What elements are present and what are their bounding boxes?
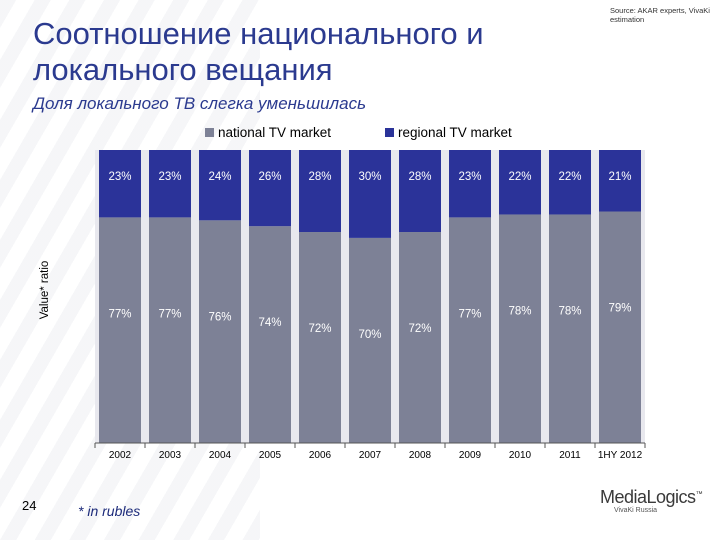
- x-tick-label: 2008: [409, 450, 432, 461]
- x-tick-label: 2004: [209, 450, 232, 461]
- data-label-national: 79%: [608, 303, 631, 315]
- data-label-regional: 28%: [408, 171, 431, 183]
- bar-regional: [249, 150, 291, 227]
- logo-text: MediaLogics: [600, 487, 696, 507]
- data-label-regional: 23%: [108, 171, 131, 183]
- data-label-regional: 28%: [308, 171, 331, 183]
- bar-regional: [599, 150, 641, 212]
- data-label-national: 77%: [458, 308, 481, 320]
- data-label-national: 72%: [408, 323, 431, 335]
- data-label-regional: 23%: [158, 171, 181, 183]
- data-label-national: 72%: [308, 323, 331, 335]
- bar-national: [549, 214, 591, 443]
- x-tick-label: 2002: [109, 450, 132, 461]
- company-logo: MediaLogics™ VivaKi Russia: [600, 487, 710, 514]
- page-number: 24: [22, 498, 37, 513]
- legend-label-national: national TV market: [218, 125, 332, 140]
- data-label-national: 77%: [158, 308, 181, 320]
- data-label-regional: 22%: [508, 171, 531, 183]
- logo-subtitle: VivaKi Russia: [614, 507, 658, 514]
- bar-national: [449, 217, 491, 443]
- x-tick-label: 2009: [459, 450, 482, 461]
- data-label-national: 74%: [258, 317, 281, 329]
- data-label-national: 78%: [508, 305, 531, 317]
- data-label-regional: 26%: [258, 171, 281, 183]
- data-label-national: 78%: [558, 305, 581, 317]
- logo-tm: ™: [695, 491, 703, 498]
- legend-swatch-national: [205, 128, 214, 137]
- bar-regional: [199, 150, 241, 221]
- bar-regional: [399, 150, 441, 233]
- x-tick-label: 2005: [259, 450, 282, 461]
- bar-national: [399, 232, 441, 443]
- bar-regional: [99, 150, 141, 218]
- legend-swatch-regional: [385, 128, 394, 137]
- bar-national: [99, 217, 141, 443]
- page-title: Соотношение национального и локального в…: [33, 16, 484, 87]
- bar-regional: [349, 150, 391, 238]
- bar-national: [299, 232, 341, 443]
- bar-national: [599, 211, 641, 443]
- data-label-regional: 22%: [558, 171, 581, 183]
- bar-national: [249, 226, 291, 443]
- bar-national: [149, 217, 191, 443]
- data-label-regional: 30%: [358, 171, 381, 183]
- x-tick-label: 2010: [509, 450, 532, 461]
- data-label-regional: 21%: [608, 171, 631, 183]
- bar-regional: [149, 150, 191, 218]
- data-label-regional: 23%: [458, 171, 481, 183]
- logo-wordmark: MediaLogics™: [600, 487, 710, 508]
- x-tick-label: 1HY 2012: [598, 450, 643, 461]
- x-tick-label: 2003: [159, 450, 182, 461]
- data-label-regional: 24%: [208, 171, 231, 183]
- bar-regional: [299, 150, 341, 233]
- x-tick-label: 2011: [559, 450, 581, 461]
- bar-regional: [549, 150, 591, 215]
- data-label-national: 70%: [358, 329, 381, 341]
- page-subtitle: Доля локального ТВ слегка уменьшилась: [33, 94, 367, 113]
- bar-national: [499, 214, 541, 443]
- x-tick-label: 2006: [309, 450, 332, 461]
- legend-item-national: national TV market: [205, 125, 331, 140]
- data-label-national: 77%: [108, 308, 131, 320]
- x-tick-label: 2007: [359, 450, 382, 461]
- footnote: * in rubles: [78, 503, 141, 519]
- source-note: Source: AKAR experts, VivaKi estimation: [610, 6, 710, 24]
- bar-regional: [449, 150, 491, 218]
- bar-national: [349, 237, 391, 443]
- bar-national: [199, 220, 241, 443]
- bar-regional: [499, 150, 541, 215]
- data-label-national: 76%: [208, 311, 231, 323]
- legend-item-regional: regional TV market: [385, 125, 512, 140]
- legend-label-regional: regional TV market: [398, 125, 512, 140]
